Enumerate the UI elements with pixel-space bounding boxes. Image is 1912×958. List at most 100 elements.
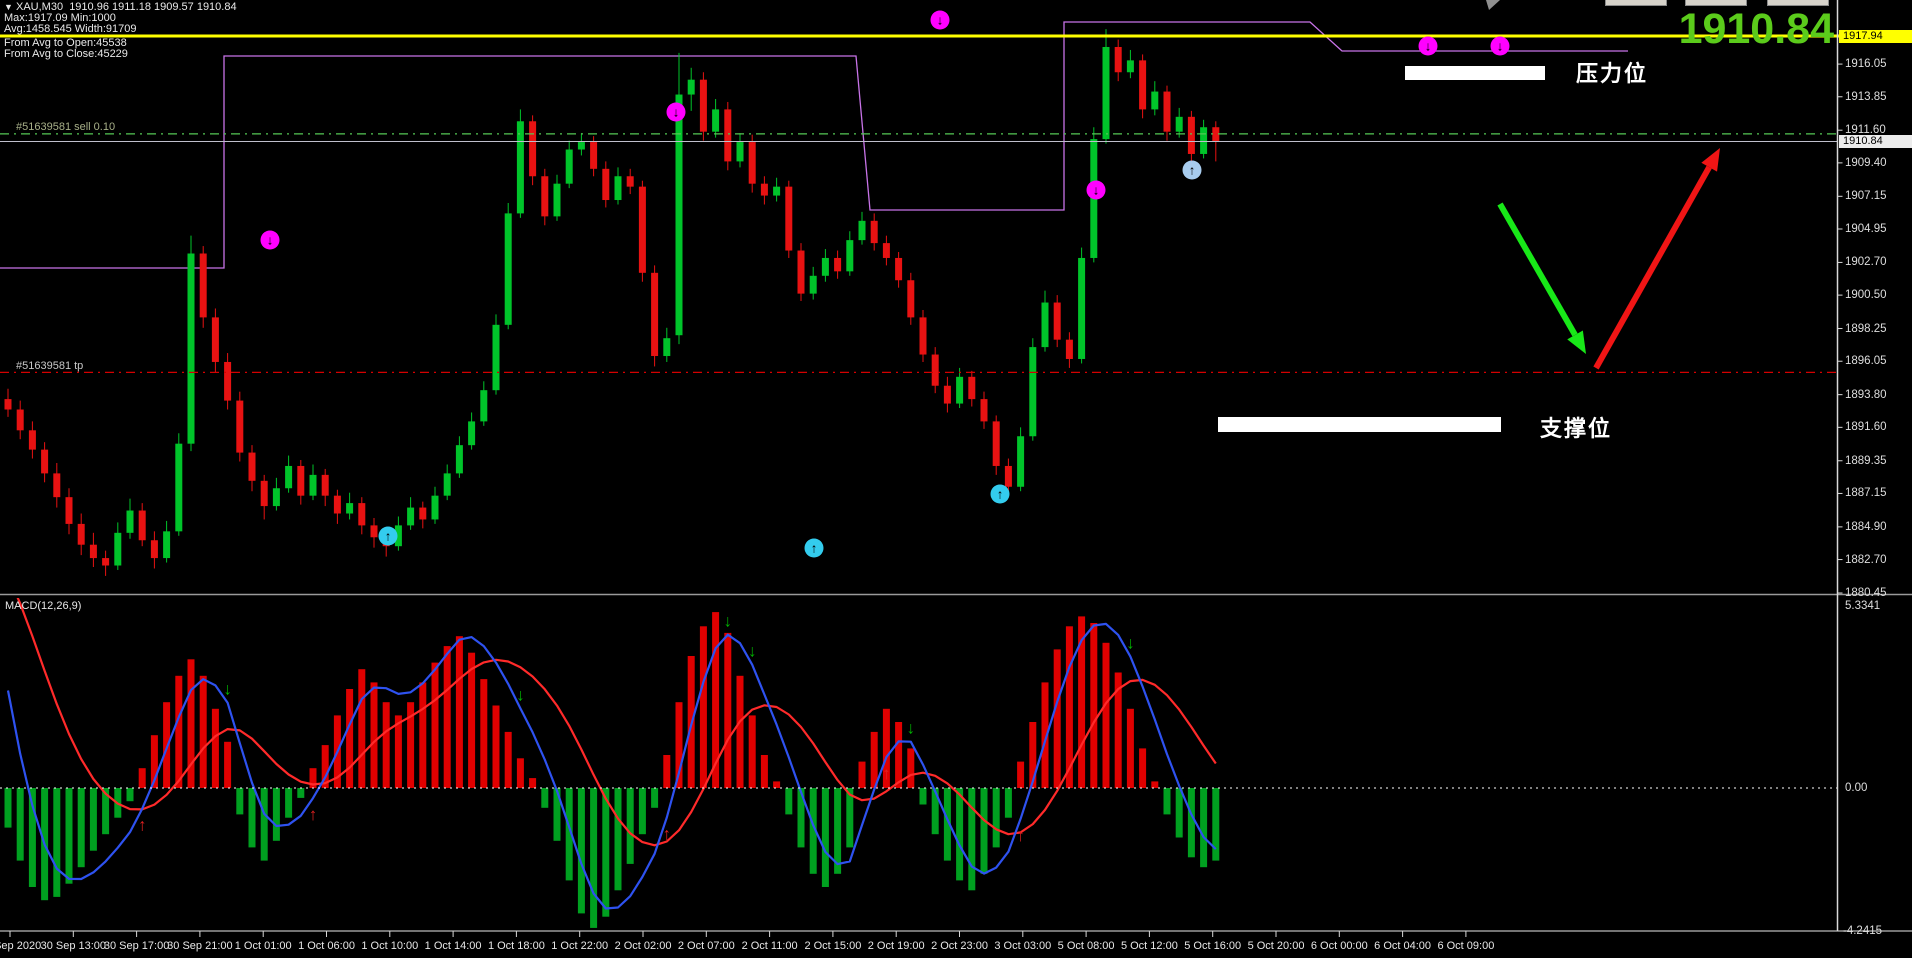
macd-histogram-bar <box>394 715 402 788</box>
macd-histogram-bar <box>1090 623 1098 788</box>
macd-histogram-bar <box>272 788 280 841</box>
macd-histogram-bar <box>77 788 85 868</box>
candle-body <box>529 121 537 177</box>
candle-body <box>699 79 707 132</box>
chart-mark <box>990 484 1010 504</box>
macd-histogram-bar <box>663 755 671 788</box>
macd-histogram-bar <box>28 788 36 887</box>
collapse-indicator-icon[interactable]: ▼ <box>4 2 13 12</box>
macd-histogram-bar <box>907 748 915 788</box>
big-price-readout: 1910.84 <box>1678 5 1834 53</box>
macd-histogram-bar <box>1041 682 1049 788</box>
macd-histogram-bar <box>1114 672 1122 788</box>
macd-buy-arrow-icon: ↑ <box>663 824 672 843</box>
macd-histogram-bar <box>882 708 890 788</box>
time-tick-label: 30 Sep 21:00 <box>167 940 233 952</box>
macd-histogram-bar <box>480 679 488 788</box>
sell-signal-icon: ↓ <box>666 102 686 122</box>
candle-body <box>1200 127 1208 154</box>
candle-body <box>65 497 73 524</box>
resistance-level-label: 压力位 <box>1576 61 1649 86</box>
time-tick-label: 1 Oct 14:00 <box>424 940 482 952</box>
macd-histogram-bar <box>321 745 329 788</box>
macd-min-label: -4.2415 <box>1843 925 1883 937</box>
macd-histogram-bar <box>565 788 573 881</box>
price-tick-label: 1900.50 <box>1845 289 1887 302</box>
macd-zero-label: 0.00 <box>1845 782 1868 794</box>
candle-body <box>1017 436 1025 487</box>
candle-body <box>224 361 232 401</box>
macd-histogram-bar <box>931 788 939 835</box>
candle-body <box>956 376 964 404</box>
candle-body <box>980 399 988 422</box>
candle-body <box>638 186 646 273</box>
candle-body <box>407 507 415 526</box>
macd-histogram-bar <box>1200 788 1208 868</box>
sell-signal-icon: ↓ <box>1086 180 1106 200</box>
candle-body <box>260 480 268 507</box>
candle-body <box>480 390 488 422</box>
candle-body <box>89 544 97 559</box>
macd-histogram-bar <box>1175 788 1183 838</box>
candle-body <box>968 376 976 400</box>
time-tick-label: 5 Oct 08:00 <box>1057 940 1115 952</box>
time-tick-label: 30 Sep 2020 <box>0 940 42 952</box>
candle-body <box>1053 302 1061 340</box>
buy-signal-icon: ↑ <box>804 538 824 558</box>
macd-histogram-bar <box>492 705 500 788</box>
candle-body <box>553 183 561 217</box>
price-tick-label: 1880.45 <box>1845 586 1887 599</box>
time-tick-label: 30 Sep 13:00 <box>40 940 107 952</box>
candle-body <box>724 109 732 162</box>
toolbar-button-fragment[interactable] <box>1685 0 1747 6</box>
time-tick-label: 2 Oct 15:00 <box>804 940 862 952</box>
candle-body <box>333 495 341 514</box>
macd-histogram-bar <box>943 788 951 861</box>
channel-indicator-line <box>0 21 1628 269</box>
tp-order-line-label[interactable]: #51639581 tp <box>16 360 84 372</box>
candle-body <box>1175 116 1183 132</box>
stat-avg-close: From Avg to Close:45229 <box>4 48 128 60</box>
candle-body <box>590 142 598 169</box>
candle-body <box>4 399 12 410</box>
macd-histogram-bar <box>297 788 305 798</box>
macd-histogram-bar <box>443 646 451 788</box>
toolbar-button-fragment[interactable] <box>1605 0 1667 6</box>
candle-body <box>773 186 781 196</box>
macd-histogram-bar <box>1029 722 1037 788</box>
macd-histogram-bar <box>760 755 768 788</box>
macd-buy-arrow-icon: ↑ <box>1016 826 1025 845</box>
candle-body <box>1114 46 1122 73</box>
candle-body <box>1102 46 1110 140</box>
macd-sell-arrow-icon: ↓ <box>516 685 525 704</box>
resistance-bar <box>1405 66 1545 80</box>
candle-body <box>236 400 244 453</box>
candle-body <box>809 275 817 294</box>
chart-mark <box>1086 180 1106 200</box>
macd-histogram-bar <box>1126 708 1134 788</box>
candle-body <box>138 510 146 541</box>
macd-histogram-bar <box>53 788 61 897</box>
toolbar-button-fragment[interactable] <box>1767 0 1829 6</box>
candle-body <box>297 465 305 496</box>
stat-avg-width: Avg:1458.545 Width:91709 <box>4 23 137 35</box>
price-tick-label: 1896.05 <box>1845 355 1887 368</box>
sell-order-line-label[interactable]: #51639581 sell 0.10 <box>16 121 116 133</box>
macd-histogram-bar <box>285 788 293 818</box>
macd-histogram-bar <box>675 702 683 788</box>
macd-sell-arrow-icon: ↓ <box>1126 634 1135 653</box>
time-tick-label: 2 Oct 07:00 <box>677 940 735 952</box>
macd-histogram-bar <box>1163 788 1171 815</box>
candle-body <box>1163 91 1171 132</box>
macd-histogram-bar <box>541 788 549 808</box>
candle-body <box>199 253 207 318</box>
macd-histogram-bar <box>224 741 232 788</box>
macd-histogram-bar <box>956 788 964 881</box>
macd-histogram-bar <box>736 675 744 788</box>
macd-histogram-bar <box>102 788 110 835</box>
candle-body <box>1029 347 1037 437</box>
arrow-glyph: ↑ <box>997 487 1004 502</box>
macd-main-line <box>6 622 1217 910</box>
